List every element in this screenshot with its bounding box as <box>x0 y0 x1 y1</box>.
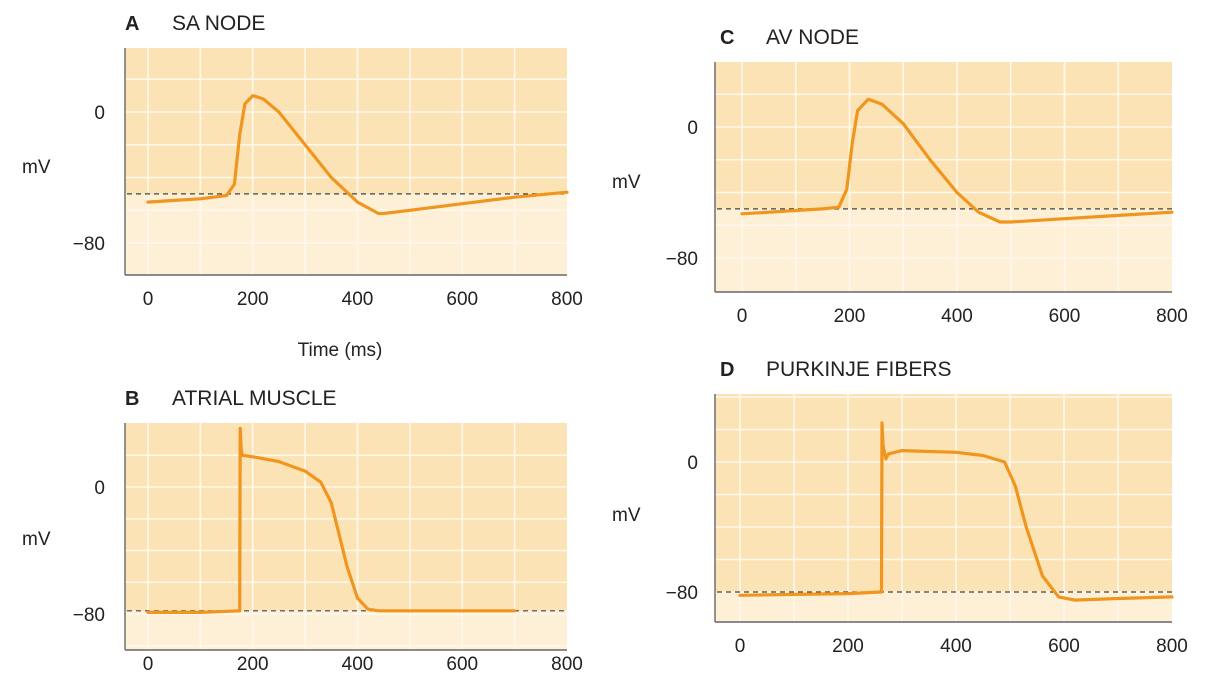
x-tick-label: 800 <box>1156 306 1188 327</box>
action-potential-trace <box>146 426 517 614</box>
plot-bg-upper <box>715 62 1172 209</box>
x-tick-label: 0 <box>735 636 746 657</box>
y-axis-label: mV <box>22 157 51 178</box>
x-tick-label: 600 <box>446 289 478 310</box>
plot-bg-lower <box>125 193 567 275</box>
action-potential-trace <box>146 94 569 216</box>
gridlines <box>125 48 567 275</box>
y-tick-label: 0 <box>94 103 105 124</box>
x-tick-label: 0 <box>143 289 154 310</box>
x-tick-label: 0 <box>143 654 154 674</box>
plot-bg-upper <box>125 48 567 194</box>
y-tick-label: 0 <box>687 118 698 139</box>
panel-b: B ATRIAL MUSCLE mV 0 −80 0 200 400 600 800 <box>22 387 583 674</box>
x-tick-label: 600 <box>1048 636 1080 657</box>
y-tick-label: 0 <box>94 478 105 499</box>
x-tick-label: 800 <box>551 654 583 674</box>
x-tick-label: 200 <box>832 636 864 657</box>
panel-letter: B <box>125 388 139 410</box>
y-axis-label: mV <box>612 172 641 193</box>
plot-bg-lower <box>125 610 567 650</box>
y-tick-label: −80 <box>666 583 698 604</box>
x-tick-label: 200 <box>237 654 269 674</box>
x-tick-label: 800 <box>551 289 583 310</box>
x-tick-label: 600 <box>446 654 478 674</box>
gridlines <box>715 62 1172 292</box>
plot-bg-lower <box>715 592 1172 622</box>
panel-title: AV NODE <box>766 26 859 49</box>
x-axis-label: Time (ms) <box>298 340 383 361</box>
x-tick-label: 0 <box>737 306 748 327</box>
panel-c: C AV NODE mV 0 −80 0 200 400 600 800 <box>612 26 1188 327</box>
plot-bg-upper <box>125 423 567 611</box>
action-potential-trace <box>740 97 1174 224</box>
x-tick-label: 200 <box>834 306 866 327</box>
x-tick-label: 400 <box>342 289 374 310</box>
panel-a: A SA NODE mV 0 −80 0 200 400 600 800 Time (ms) <box>22 12 583 361</box>
y-axis-label: mV <box>612 505 641 526</box>
y-tick-label: 0 <box>687 453 698 474</box>
y-tick-label: −80 <box>73 605 105 626</box>
x-tick-label: 800 <box>1156 636 1188 657</box>
x-tick-label: 200 <box>237 289 269 310</box>
panel-title: SA NODE <box>172 12 265 35</box>
x-tick-label: 400 <box>342 654 374 674</box>
plot-bg-upper <box>715 394 1172 592</box>
x-tick-label: 400 <box>941 306 973 327</box>
x-tick-label: 600 <box>1049 306 1081 327</box>
plot-bg-lower <box>715 208 1172 292</box>
gridlines <box>125 423 567 650</box>
panel-title: ATRIAL MUSCLE <box>172 387 337 410</box>
panel-d: D PURKINJE FIBERS mV 0 −80 0 200 400 600 800 <box>612 358 1188 657</box>
panel-letter: D <box>720 359 734 381</box>
panel-title: PURKINJE FIBERS <box>766 358 952 381</box>
y-tick-label: −80 <box>73 234 105 255</box>
action-potential-trace <box>738 421 1174 602</box>
panel-letter: C <box>720 27 734 49</box>
x-tick-label: 400 <box>940 636 972 657</box>
y-tick-label: −80 <box>666 249 698 270</box>
panel-letter: A <box>125 13 139 35</box>
y-axis-label: mV <box>22 529 51 550</box>
